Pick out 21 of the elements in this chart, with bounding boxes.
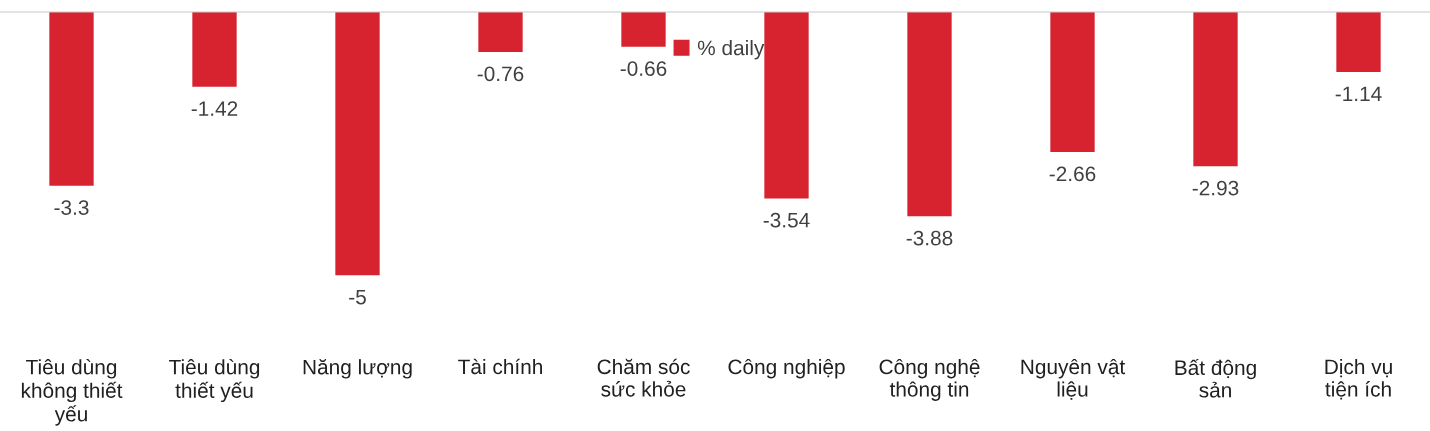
- x-tick-label: Tiêu dùng không thiết yếu: [21, 358, 123, 426]
- data-label: -1.14: [1335, 86, 1382, 102]
- data-label: -3.54: [763, 212, 810, 228]
- data-label: -2.66: [1049, 166, 1096, 182]
- x-tick-label: Tiêu dùng thiết yếu: [169, 358, 260, 403]
- data-label: -1.42: [191, 101, 238, 116]
- x-tick-label: Nguyên vật liệu: [1021, 358, 1126, 400]
- data-label: -3.3: [54, 200, 89, 215]
- data-label: -2.93: [1192, 180, 1239, 196]
- data-label: -0.66: [620, 61, 667, 76]
- x-tick-label: Chăm sóc sức khỏe: [597, 358, 690, 397]
- x-tick-label: Dịch vụ tiện ích: [1325, 358, 1392, 400]
- x-tick-label: Công nghệ thông tin: [879, 358, 980, 401]
- legend-label: % daily: [697, 39, 765, 60]
- x-tick-label: Năng lượng: [303, 358, 412, 379]
- data-label: -3.88: [906, 230, 953, 246]
- x-tick-label: Bất động sản: [1175, 358, 1256, 398]
- x-tick-label: Công nghiệp: [728, 358, 845, 379]
- data-label: -5: [349, 289, 366, 305]
- data-label: -0.76: [477, 66, 524, 82]
- x-tick-label: Tài chính: [458, 358, 542, 375]
